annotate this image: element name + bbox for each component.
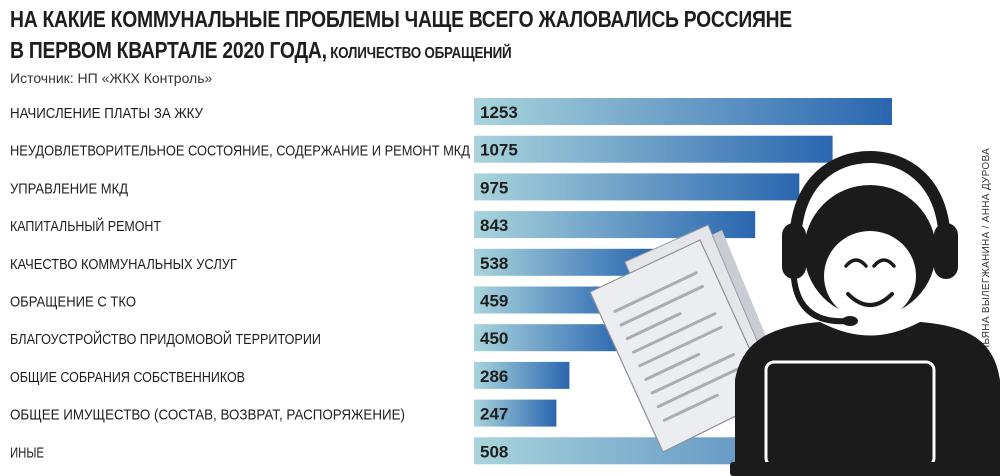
- category-label: НАЧИСЛЕНИЕ ПЛАТЫ ЗА ЖКУ: [10, 105, 203, 122]
- category-label: ОБРАЩЕНИЕ С ТКО: [10, 294, 136, 311]
- category-label: ОБЩЕЕ ИМУЩЕСТВО (СОСТАВ, ВОЗВРАТ, РАСПОР…: [10, 407, 405, 424]
- chart-title-line-1: НА КАКИЕ КОММУНАЛЬНЫЕ ПРОБЛЕМЫ ЧАЩЕ ВСЕГ…: [10, 6, 792, 32]
- value-label: 1075: [480, 141, 518, 160]
- category-label: ОБЩИЕ СОБРАНИЯ СОБСТВЕННИКОВ: [10, 369, 245, 386]
- value-label: 286: [480, 367, 508, 386]
- bar: [474, 399, 557, 427]
- value-label: 975: [480, 178, 508, 197]
- chart-title-line-2: В ПЕРВОМ КВАРТАЛЕ 2020 ГОДА,: [10, 37, 327, 63]
- value-label: 843: [480, 216, 508, 235]
- value-label: 459: [480, 292, 508, 311]
- category-label: УПРАВЛЕНИЕ МКД: [10, 180, 128, 197]
- bar: [474, 361, 570, 389]
- chart-unit: КОЛИЧЕСТВО ОБРАЩЕНИЙ: [326, 45, 512, 62]
- value-label: 538: [480, 254, 508, 273]
- category-label: КАЧЕСТВО КОММУНАЛЬНЫХ УСЛУГ: [10, 256, 237, 273]
- value-label: 450: [480, 329, 508, 348]
- category-label: ИНЫЕ: [10, 444, 44, 461]
- bar: [474, 324, 625, 352]
- category-label: БЛАГОУСТРОЙСТВО ПРИДОМОВОЙ ТЕРРИТОРИИ: [10, 330, 321, 348]
- category-label: НЕУДОВЛЕТВОРИТЕЛЬНОЕ СОСТОЯНИЕ, СОДЕРЖАН…: [10, 143, 470, 160]
- bar: [474, 248, 654, 276]
- category-label: КАПИТАЛЬНЫЙ РЕМОНТ: [10, 217, 161, 235]
- operator-illustration: [589, 150, 1000, 476]
- bar: [474, 211, 756, 239]
- bar: [474, 173, 800, 201]
- value-label: 508: [480, 442, 508, 461]
- chart-title: НА КАКИЕ КОММУНАЛЬНЫЕ ПРОБЛЕМЫ ЧАЩЕ ВСЕГ…: [10, 4, 792, 69]
- value-label: 1253: [480, 103, 518, 122]
- source-note: Источник: НП «ЖКХ Контроль»: [10, 70, 213, 86]
- bar: [474, 135, 833, 163]
- laptop-icon: [730, 360, 980, 476]
- value-label: 247: [480, 405, 508, 424]
- bar: [474, 98, 892, 125]
